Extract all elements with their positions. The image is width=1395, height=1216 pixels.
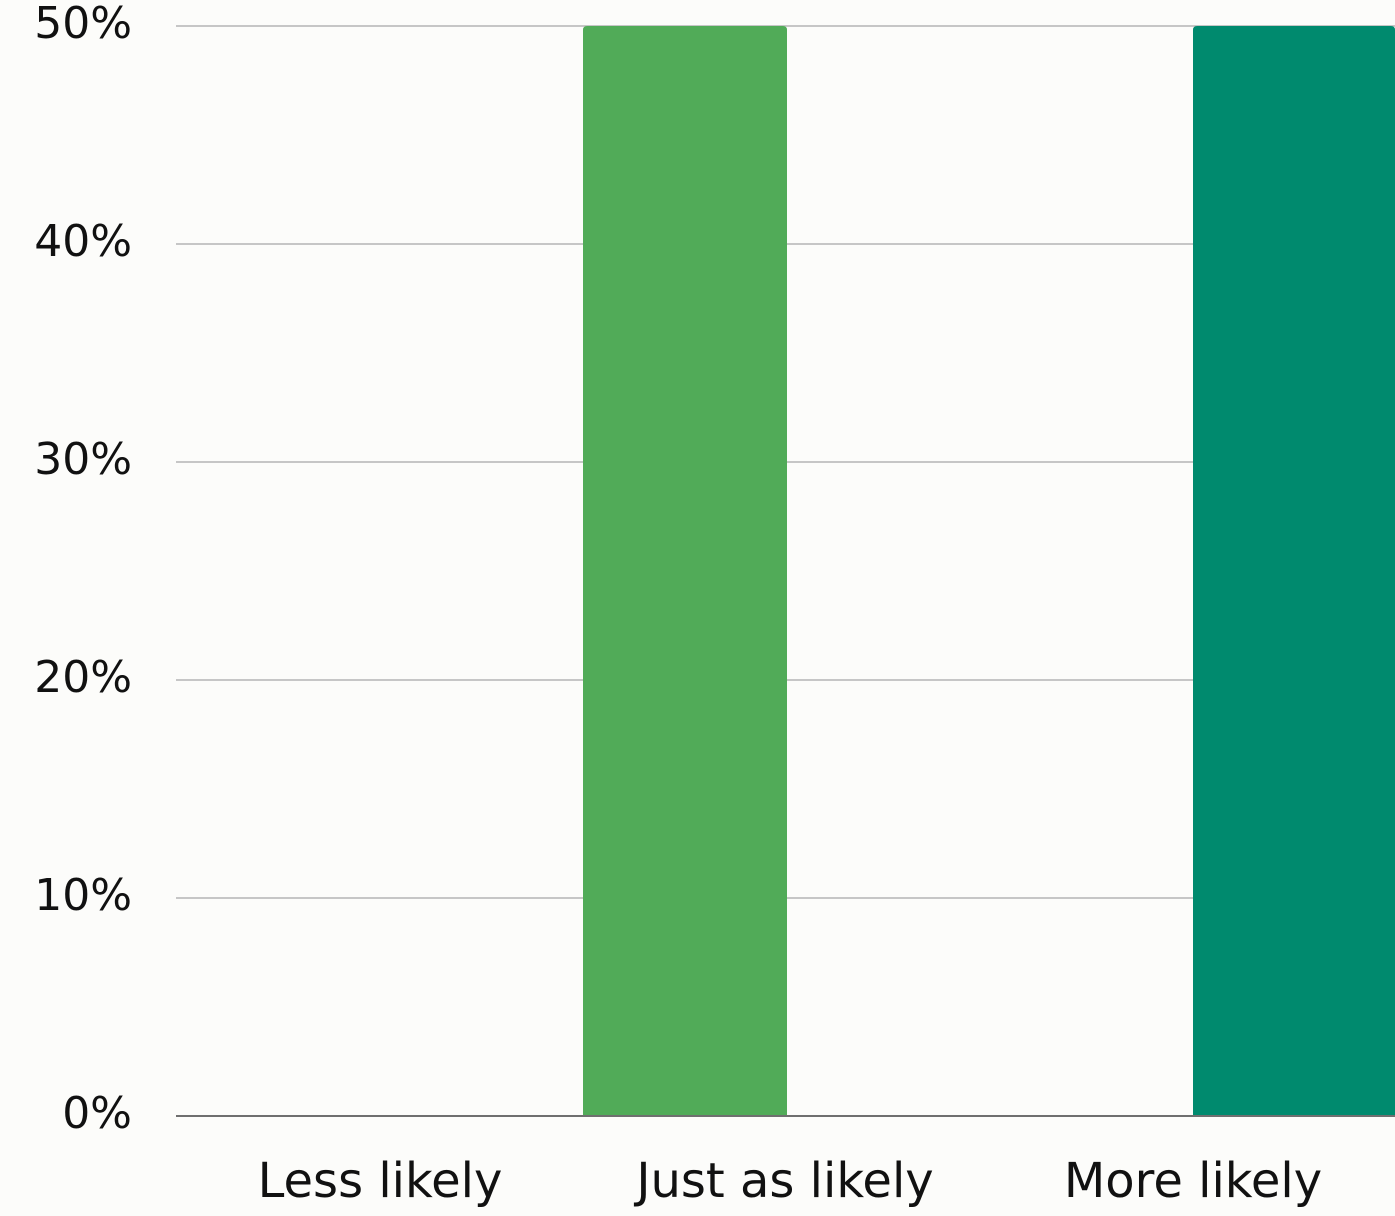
x-axis-categories: Less likely Just as likely More likely [258, 1153, 1323, 1209]
y-tick-label: 50% [34, 0, 132, 49]
x-category-label: Just as likely [633, 1153, 933, 1209]
bar-just-as-likely [583, 26, 787, 1116]
x-category-label: Less likely [258, 1153, 503, 1209]
y-tick-label: 20% [34, 652, 132, 703]
y-tick-label: 10% [34, 870, 132, 921]
y-tick-label: 40% [34, 216, 132, 267]
y-axis-ticks: 0% 10% 20% 30% 40% 50% [34, 0, 132, 1139]
y-tick-label: 30% [34, 434, 132, 485]
x-category-label: More likely [1064, 1153, 1322, 1209]
y-tick-label: 0% [62, 1088, 132, 1139]
bars [583, 26, 1395, 1116]
bar-more-likely [1193, 26, 1395, 1116]
